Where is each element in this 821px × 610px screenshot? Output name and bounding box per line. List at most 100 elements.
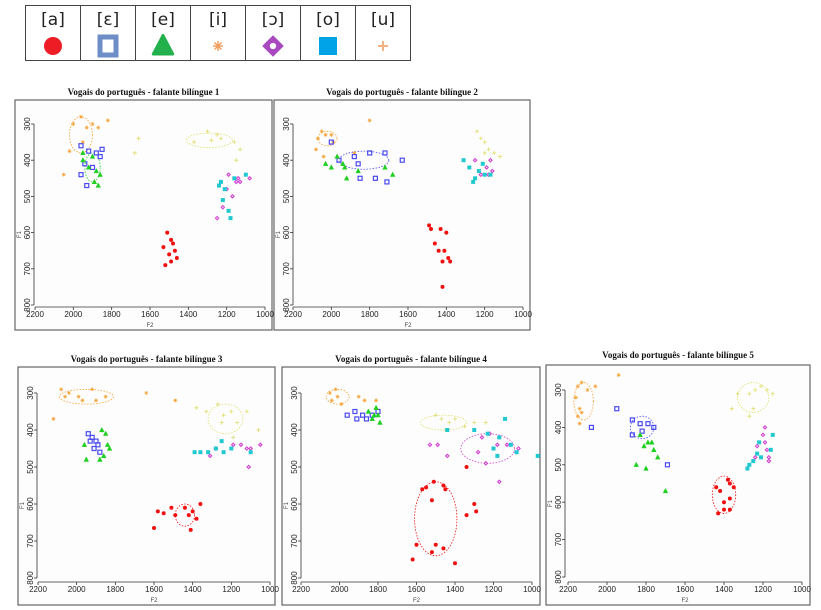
ellipse-open-e (629, 415, 655, 440)
series-open-o (472, 157, 495, 178)
point-a (731, 485, 736, 490)
asterisk-icon (213, 41, 223, 51)
ellipse-e (84, 152, 101, 183)
point-a (464, 465, 469, 469)
point-open-e (639, 428, 645, 434)
point-o (488, 172, 493, 177)
point-open-o (478, 172, 484, 178)
point-u (482, 140, 487, 145)
point-e (365, 408, 371, 414)
point-u (256, 428, 261, 432)
point-i (90, 122, 95, 126)
point-open-e (91, 445, 97, 452)
point-a (718, 488, 723, 493)
diamond-icon (262, 35, 284, 57)
plot-title: Vogais do português - falante bilíngue 2 (326, 87, 478, 97)
x-tick-label: 1800 (637, 585, 655, 594)
point-i (59, 387, 64, 392)
point-open-e (629, 432, 635, 438)
point-e (107, 445, 113, 451)
ellipse-u (186, 132, 233, 148)
point-a (188, 527, 193, 532)
point-i (96, 125, 101, 130)
vowel-plot-speaker-1: Vogais do português - falante bilíngue 1… (14, 87, 274, 331)
legend-item: [e] (135, 5, 191, 61)
point-o (445, 428, 450, 432)
point-o (472, 428, 477, 432)
point-open-e (89, 164, 96, 171)
point-open-e (360, 412, 366, 418)
point-open-o (762, 425, 768, 430)
point-e (97, 456, 103, 462)
point-u (764, 388, 769, 392)
point-e (655, 454, 661, 460)
point-e (86, 164, 92, 170)
point-open-o (220, 204, 226, 210)
point-i (593, 384, 598, 389)
x-tick-label: 1400 (179, 310, 197, 319)
point-o (497, 435, 502, 440)
y-tick-label: 400 (554, 420, 563, 434)
x-tick-label: 1600 (408, 585, 426, 594)
point-i (329, 398, 334, 403)
series-o (461, 158, 493, 184)
ellipse-open-e (338, 150, 390, 170)
plot-title: Vogais do português - falante bilíngue 4 (335, 354, 487, 364)
point-a (443, 487, 448, 492)
series-o (192, 439, 253, 455)
asterisk-marker (213, 41, 223, 51)
point-i (51, 416, 56, 421)
y-axis-label: F1 (284, 501, 290, 509)
point-i (84, 125, 89, 130)
plot-title: Vogais do português - falante bilíngue 1 (68, 87, 220, 97)
vowel-plot-speaker-2: Vogais do português - falante bilíngue 2… (273, 87, 532, 331)
point-i (579, 380, 584, 385)
x-tick-label: 1200 (754, 585, 772, 594)
point-o (514, 450, 519, 455)
x-tick-label: 1200 (222, 585, 240, 594)
x-tick-label: 1800 (106, 585, 124, 594)
x-tick-label: 1200 (476, 310, 494, 319)
point-u (486, 147, 491, 152)
point-open-o (244, 446, 250, 451)
point-a (169, 505, 174, 510)
triangle-marker (151, 34, 175, 56)
ellipse-u (207, 403, 244, 435)
point-o (228, 216, 233, 221)
x-tick-label: 1600 (141, 310, 159, 319)
point-i (367, 118, 372, 123)
point-o (226, 208, 231, 213)
point-o (495, 453, 500, 458)
point-open-e (351, 153, 357, 160)
point-a (727, 481, 732, 486)
point-i (333, 387, 338, 392)
point-o (751, 459, 756, 464)
point-u (751, 406, 756, 411)
point-open-o (488, 157, 493, 163)
point-open-e (651, 424, 657, 430)
point-o (480, 161, 485, 166)
ellipse-i (325, 388, 350, 405)
series-e (365, 405, 383, 425)
series-a (410, 465, 479, 566)
point-a (433, 542, 438, 547)
point-e (93, 168, 99, 174)
legend-label: [o] (316, 10, 340, 30)
point-e (342, 164, 348, 170)
point-a (165, 230, 170, 235)
x-tick-label: 1000 (261, 585, 279, 594)
plot-frame (14, 99, 273, 331)
point-open-e (355, 161, 361, 167)
legend-label: [a] (41, 10, 65, 30)
series-o (745, 432, 775, 471)
point-open-o (762, 439, 768, 445)
legend-label: [ɔ] (261, 10, 285, 30)
x-tick-label: 2000 (322, 310, 340, 319)
point-a (440, 284, 445, 289)
point-open-e (399, 157, 405, 163)
plot-frame (273, 99, 531, 331)
y-tick-label: 600 (23, 225, 32, 239)
legend-label: [i] (209, 10, 227, 30)
point-open-o (226, 172, 231, 178)
point-o (192, 450, 197, 455)
